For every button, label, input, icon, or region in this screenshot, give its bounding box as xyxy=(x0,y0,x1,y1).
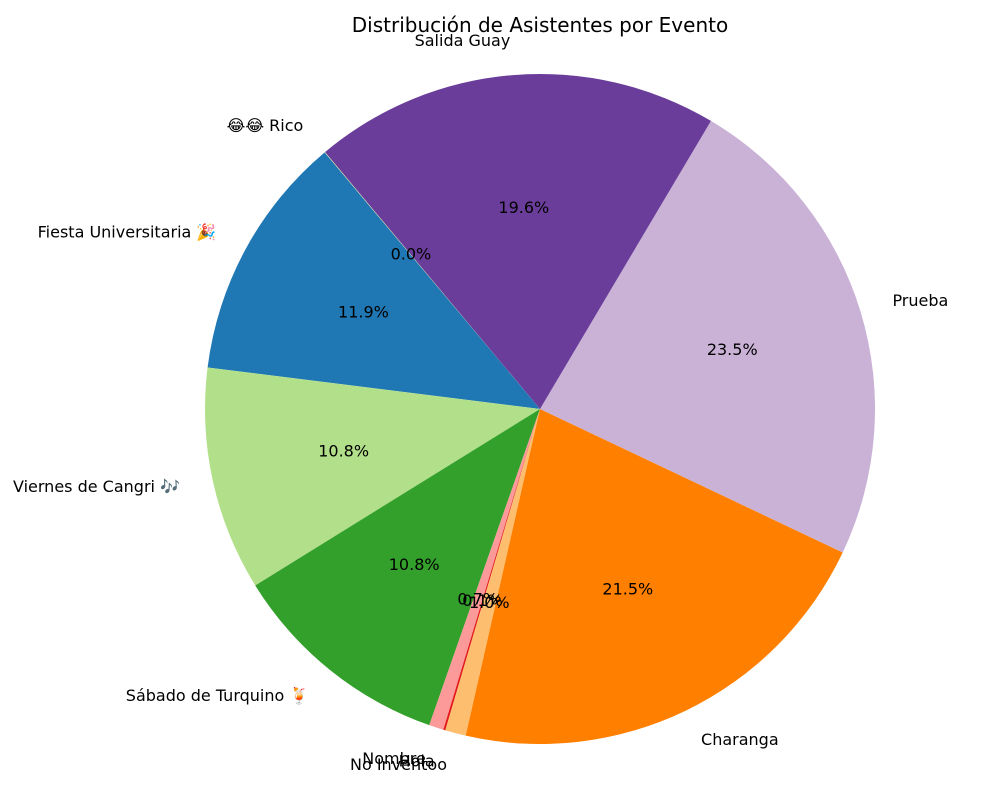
pie-slice xyxy=(255,409,540,726)
slice-percentage: 10.8% xyxy=(318,441,369,460)
pie-slice xyxy=(465,409,843,744)
slice-percentage: 0.7% xyxy=(457,590,498,609)
pie-slice xyxy=(204,367,540,586)
pie-slice xyxy=(324,74,711,410)
pie-slice xyxy=(429,409,540,730)
slice-label: 😂😂 Rico xyxy=(227,116,304,135)
slice-label: Hola xyxy=(399,752,435,771)
pie-slice xyxy=(540,120,875,553)
pie-labels: Fiesta Universitaria 🎉 11.9% Viernes de Ca… xyxy=(13,31,948,774)
slice-percentage: 11.9% xyxy=(338,302,389,321)
slice-label: Salida Guay xyxy=(415,31,511,50)
slice-label: Nombre xyxy=(362,749,426,768)
pie-slice xyxy=(324,152,540,410)
chart-title: Distribución de Asistentes por Evento xyxy=(352,13,728,37)
slice-percentage: 0.0% xyxy=(391,244,432,263)
pie-slices xyxy=(204,74,875,744)
slice-label: Viernes de Cangri 🎶 xyxy=(13,477,180,496)
slice-label: Sábado de Turquino 🍹 xyxy=(126,686,310,705)
slice-percentage: 1.0% xyxy=(469,593,510,612)
slice-label: No Inventoo xyxy=(350,755,447,774)
slice-percentage: 21.5% xyxy=(602,579,653,598)
slice-label: Fiesta Universitaria 🎉 xyxy=(38,222,217,241)
slice-label: Charanga xyxy=(701,730,779,749)
slice-percentage: 10.8% xyxy=(389,555,440,574)
slice-percentage: 19.6% xyxy=(498,198,549,217)
slice-percentage: 23.5% xyxy=(707,340,758,359)
slice-label: Prueba xyxy=(892,291,948,310)
pie-slice xyxy=(443,409,540,731)
pie-slice xyxy=(445,409,540,736)
slice-percentage: 0.1% xyxy=(462,591,503,610)
pie-slice xyxy=(207,152,540,409)
